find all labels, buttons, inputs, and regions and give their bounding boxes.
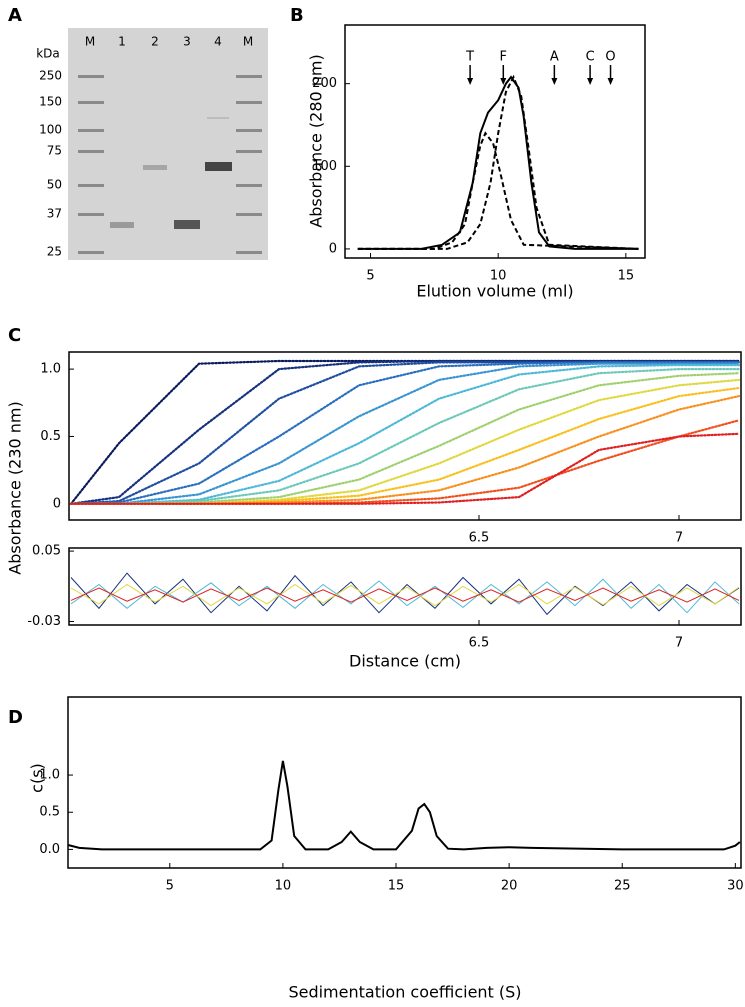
x-tick-label: 15 — [618, 269, 635, 284]
gel: kDa M 1 2 3 4 M 250 150 100 75 50 37 25 — [36, 28, 268, 260]
y-axis-title: Absorbance (280 nm) — [307, 54, 326, 227]
arrow-head — [587, 78, 594, 85]
arrow-head — [551, 78, 558, 85]
y-tick-label: 0.5 — [40, 429, 61, 444]
x-axis-title: Distance (cm) — [349, 652, 461, 671]
arrow-head — [500, 78, 507, 85]
data-line — [70, 587, 740, 603]
panel-label: C — [8, 325, 21, 346]
band — [110, 222, 134, 228]
marker-label: 250 — [39, 69, 62, 83]
marker-label: 50 — [47, 178, 62, 192]
y-tick-label: 0 — [329, 241, 337, 256]
lane-label: M — [85, 35, 95, 49]
data-line — [69, 364, 741, 505]
plot-frame — [68, 547, 742, 626]
band — [207, 117, 229, 119]
arrow-head — [607, 78, 614, 85]
x-tick-label: 30 — [727, 879, 744, 894]
data-line — [67, 760, 741, 851]
arrow-head — [467, 78, 474, 85]
data-line — [69, 361, 741, 505]
x-tick-label: 10 — [275, 879, 292, 894]
y-tick-label: -0.03 — [27, 614, 61, 629]
marker-label: 25 — [47, 245, 62, 259]
gel-background — [68, 28, 268, 260]
marker-label: 100 — [39, 123, 62, 137]
annotation: T — [465, 50, 474, 65]
y-tick-label: 0 — [53, 496, 61, 511]
data-line — [69, 362, 741, 505]
data-line — [70, 572, 740, 616]
lane-label: M — [243, 35, 253, 49]
band — [205, 162, 232, 171]
lane-label: 1 — [118, 35, 126, 49]
lane-label: 3 — [183, 35, 191, 49]
x-tick-label: 25 — [614, 879, 631, 894]
x-axis-title: Elution volume (ml) — [416, 282, 573, 301]
x-axis-title: Sedimentation coefficient (S) — [288, 983, 521, 1002]
data-line — [69, 395, 741, 505]
marker-label: 75 — [47, 144, 62, 158]
gel-unit: kDa — [36, 47, 60, 61]
x-tick-label: 15 — [388, 879, 405, 894]
band — [143, 165, 167, 170]
data-line — [69, 359, 741, 505]
annotation: F — [500, 50, 507, 65]
marker-bands — [78, 75, 262, 254]
data-line — [69, 378, 741, 505]
data-line — [69, 368, 741, 505]
x-tick-label: 5 — [366, 269, 374, 284]
data-line — [69, 361, 741, 505]
x-tick-label: 10 — [490, 269, 507, 284]
panel-label: B — [290, 5, 304, 26]
y-axis-title: Absorbance (230 nm) — [6, 401, 25, 574]
plot-frame — [344, 24, 646, 259]
y-tick-label: 200 — [312, 76, 337, 91]
panel-label: A — [8, 5, 22, 26]
data-line — [357, 75, 639, 250]
data-line — [357, 74, 639, 250]
band — [174, 220, 200, 229]
x-tick-label: 20 — [501, 879, 518, 894]
x-tick-label: 7 — [675, 636, 683, 651]
y-axis-title: c(s) — [28, 763, 47, 793]
y-tick-label: 100 — [312, 159, 337, 174]
y-tick-label: 0.0 — [39, 842, 60, 857]
y-tick-label: 0.05 — [32, 544, 61, 559]
y-tick-label: 1.0 — [40, 362, 61, 377]
data-line — [70, 578, 740, 614]
marker-label: 150 — [39, 95, 62, 109]
x-tick-label: 6.5 — [469, 636, 490, 651]
lane-label: 4 — [214, 35, 222, 49]
lane-label: 2 — [151, 35, 159, 49]
data-line — [70, 583, 740, 607]
annotation: A — [550, 50, 559, 65]
data-line — [69, 359, 741, 505]
y-tick-label: 0.5 — [39, 805, 60, 820]
x-tick-label: 5 — [166, 879, 174, 894]
marker-label: 37 — [47, 207, 62, 221]
annotation: C — [586, 50, 595, 65]
data-line — [69, 386, 741, 505]
y-tick-label: 1.0 — [39, 768, 60, 783]
data-line — [357, 131, 639, 250]
data-line — [69, 432, 741, 505]
plot-frame — [67, 696, 742, 869]
panel-label: D — [8, 707, 23, 728]
x-tick-label: 6.5 — [469, 531, 490, 546]
annotation: O — [605, 50, 615, 65]
x-tick-label: 7 — [675, 531, 683, 546]
